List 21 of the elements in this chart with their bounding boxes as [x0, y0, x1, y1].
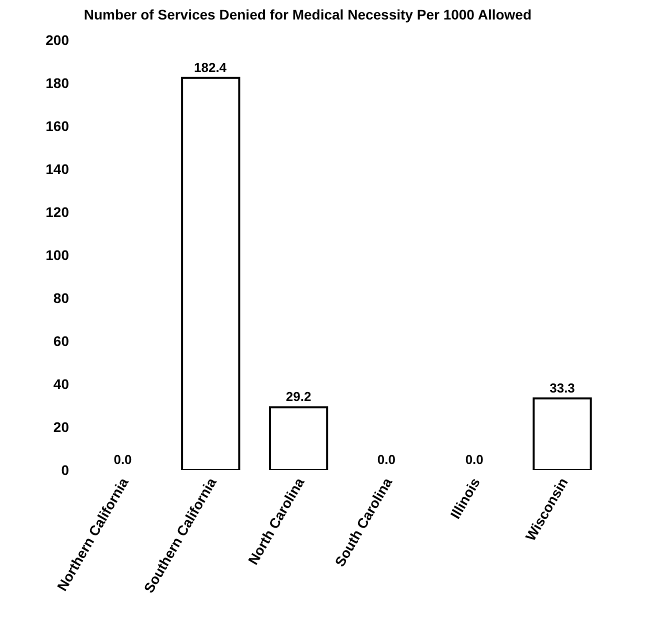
y-tick-label: 120 [46, 204, 70, 220]
bar [532, 397, 592, 470]
data-label: 0.0 [114, 452, 132, 467]
y-tick-label: 80 [53, 290, 70, 306]
y-tick-label: 160 [46, 118, 70, 134]
y-tick-label: 20 [53, 418, 70, 435]
y-tick-label: 100 [46, 246, 70, 263]
y-tick-label: 200 [46, 32, 70, 48]
y-tick-label: 0 [61, 462, 70, 478]
data-label: 33.3 [550, 380, 575, 396]
data-label: 0.0 [377, 452, 396, 467]
y-tick-label: 40 [53, 376, 70, 392]
y-tick-label: 180 [46, 74, 70, 91]
data-label: 29.2 [286, 389, 312, 404]
bar [268, 406, 328, 470]
y-tick-label: 140 [46, 160, 70, 177]
data-label: 182.4 [194, 60, 228, 75]
chart-title: Number of Services Denied for Medical Necessity Per 1000 Allowed [84, 6, 532, 22]
bar [181, 76, 240, 470]
y-tick-label: 60 [53, 332, 70, 349]
data-label: 0.0 [465, 452, 484, 467]
